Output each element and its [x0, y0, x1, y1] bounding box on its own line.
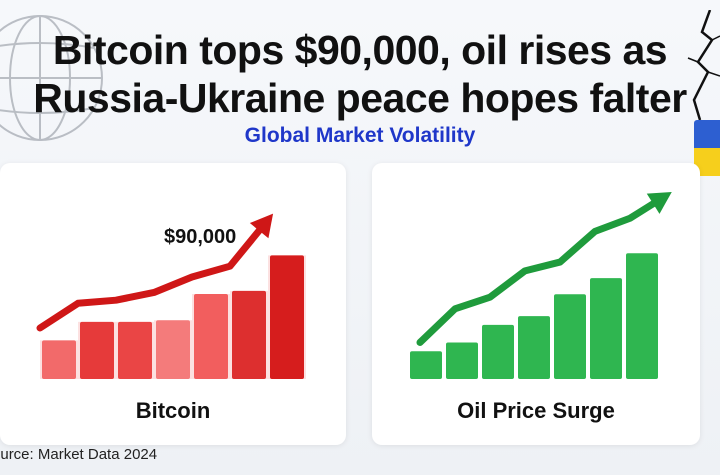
- chart-annotation: $90,000: [164, 226, 236, 248]
- trend-line: [36, 216, 272, 332]
- chart-bar: [42, 340, 76, 379]
- crack-icon: [687, 10, 720, 120]
- chart-bar: [270, 255, 304, 379]
- chart-bar: [482, 324, 514, 379]
- trend-arrowhead: [646, 192, 672, 214]
- chart-bar: [410, 351, 442, 379]
- subtitle: Global Market Volatility: [244, 124, 476, 147]
- source-note: Source: Market Data 2024: [0, 446, 158, 463]
- flag-blue-stripe: [694, 120, 720, 148]
- chart-bar: [80, 321, 114, 379]
- headline: Bitcoin tops $90,000, oil rises as Russi…: [0, 26, 720, 122]
- chart-bar: [518, 316, 550, 379]
- chart-bar: [194, 294, 228, 379]
- chart-bar: [590, 278, 622, 379]
- bitcoin-panel: $90,000 Bitcoin: [0, 163, 346, 445]
- chart-bar: [118, 321, 152, 379]
- headline-line-2: Russia-Ukraine peace hopes falter: [33, 75, 687, 121]
- chart-bar: [156, 320, 190, 379]
- oil-chart: [410, 192, 672, 379]
- trend-line: [416, 192, 669, 346]
- oil-panel: Oil Price Surge: [372, 163, 700, 445]
- chart-bar: [554, 294, 586, 379]
- oil-label: Oil Price Surge: [457, 398, 615, 423]
- headline-line-1: Bitcoin tops $90,000, oil rises as: [52, 27, 668, 73]
- chart-bar: [232, 290, 266, 379]
- bitcoin-label: Bitcoin: [135, 398, 211, 423]
- chart-bar: [446, 342, 478, 379]
- globe-icon: [0, 15, 103, 141]
- trend-arrowhead: [249, 213, 274, 239]
- chart-bar: [626, 253, 658, 379]
- bitcoin-chart: $90,000: [36, 213, 306, 379]
